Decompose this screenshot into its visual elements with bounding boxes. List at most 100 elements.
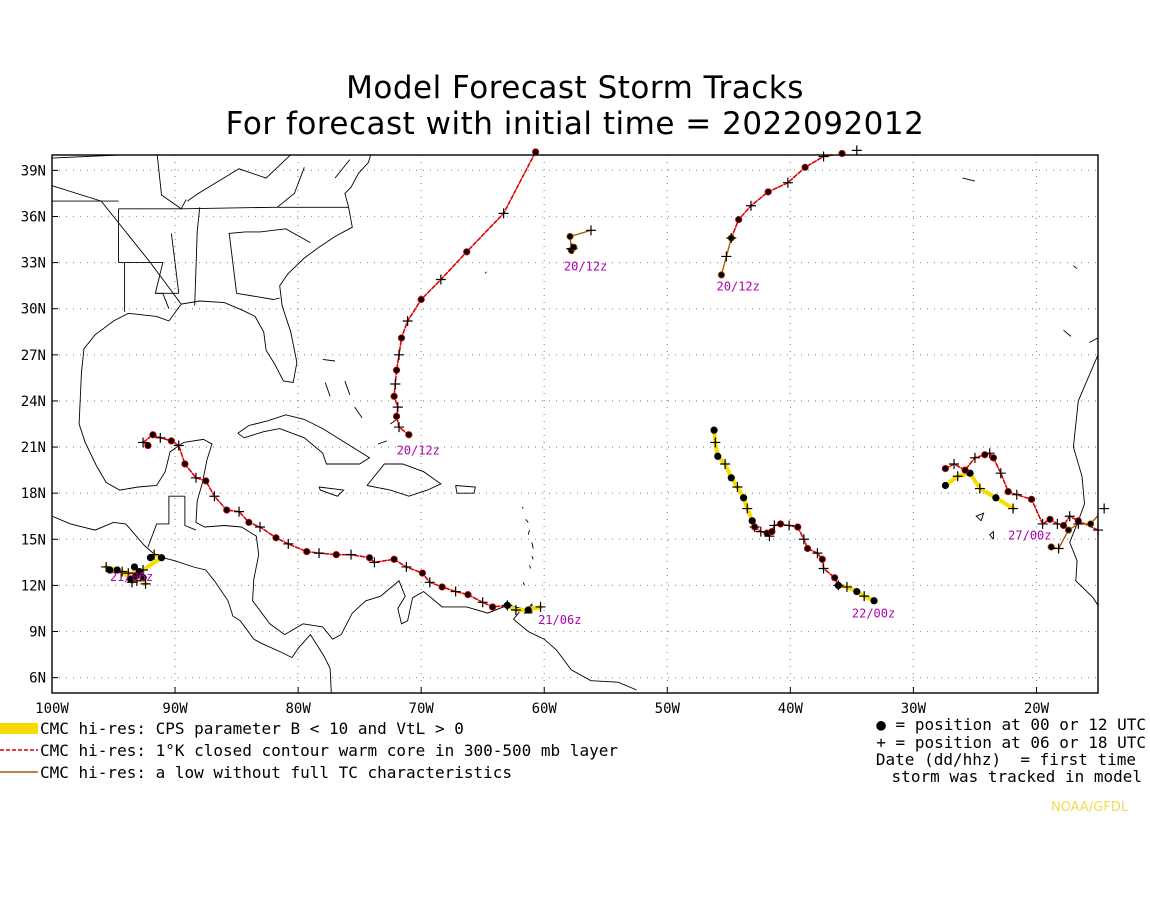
position-cross bbox=[818, 563, 829, 574]
track-start-label: 20/12z bbox=[397, 444, 440, 458]
track-markers bbox=[101, 145, 1110, 615]
position-cross bbox=[1011, 489, 1022, 500]
position-cross bbox=[742, 503, 753, 514]
position-dot bbox=[392, 366, 401, 374]
position-cross bbox=[1053, 543, 1064, 554]
position-dot bbox=[1027, 495, 1036, 503]
coastline bbox=[322, 358, 336, 362]
key-line-date: Date (dd/hhz) = first time bbox=[875, 750, 1136, 769]
lat-tick-label: 30N bbox=[21, 302, 46, 318]
position-cross bbox=[851, 145, 862, 156]
coastline bbox=[187, 155, 360, 202]
lon-tick-label: 90W bbox=[162, 701, 188, 717]
map-axes: 100W 90W 80W 70W 60W 50W 40W 30W 20W 39N 36N 33N 30N… bbox=[21, 163, 1050, 717]
position-dot bbox=[870, 597, 878, 605]
lon-tick-label: 20W bbox=[1024, 701, 1050, 717]
coastline bbox=[455, 485, 476, 494]
coastline bbox=[531, 542, 534, 549]
track-line-cps bbox=[712, 428, 757, 529]
position-cross bbox=[949, 458, 960, 469]
coastline bbox=[354, 406, 363, 419]
position-dot bbox=[1064, 526, 1073, 534]
legend-entry-cps: CMC hi-res: CPS parameter B < 10 and VtL… bbox=[40, 719, 464, 738]
coastline bbox=[52, 155, 372, 384]
coastline bbox=[180, 199, 187, 210]
chart-title: Model Forecast Storm Tracks For forecast… bbox=[0, 70, 1150, 142]
position-dot bbox=[794, 523, 802, 531]
title-line-1: Model Forecast Storm Tracks bbox=[346, 70, 804, 106]
position-dot bbox=[768, 527, 776, 536]
position-dot bbox=[853, 587, 861, 596]
coastline bbox=[527, 529, 530, 535]
coastline bbox=[318, 486, 345, 497]
position-dot bbox=[989, 454, 998, 462]
position-dot bbox=[405, 431, 413, 439]
position-dot bbox=[503, 601, 511, 609]
position-dot bbox=[392, 412, 401, 420]
track-shadow bbox=[731, 155, 835, 239]
position-cross bbox=[450, 586, 461, 597]
position-dot bbox=[764, 188, 772, 196]
coastline bbox=[377, 440, 387, 445]
position-cross bbox=[173, 440, 184, 451]
position-cross bbox=[394, 422, 405, 433]
coastline bbox=[78, 303, 637, 691]
position-dot bbox=[831, 574, 839, 582]
position-cross bbox=[209, 491, 220, 502]
position-cross bbox=[952, 471, 963, 482]
position-dot bbox=[941, 481, 950, 490]
position-cross bbox=[424, 577, 435, 588]
position-cross bbox=[135, 571, 146, 582]
position-cross bbox=[784, 520, 795, 531]
coastline bbox=[155, 292, 170, 309]
position-cross bbox=[969, 452, 980, 463]
track-line-cps bbox=[505, 603, 543, 612]
coastline bbox=[484, 271, 487, 274]
legend-swatch-cps bbox=[0, 723, 38, 734]
position-dot bbox=[801, 163, 809, 171]
position-dot bbox=[727, 474, 735, 482]
lon-tick-label: 50W bbox=[655, 701, 681, 717]
coastline bbox=[118, 262, 179, 294]
lat-tick-label: 18N bbox=[21, 486, 46, 502]
position-dot bbox=[1047, 543, 1055, 551]
position-dot bbox=[803, 544, 812, 553]
lon-tick-label: 60W bbox=[532, 701, 558, 717]
position-cross bbox=[1073, 518, 1084, 529]
position-cross bbox=[369, 557, 380, 568]
coastline bbox=[989, 530, 994, 540]
position-cross bbox=[566, 243, 577, 254]
lat-tick-label: 6N bbox=[29, 671, 46, 687]
position-cross bbox=[117, 566, 128, 577]
position-cross bbox=[721, 251, 732, 262]
position-dot bbox=[438, 583, 446, 591]
coastline bbox=[525, 519, 529, 523]
coastline bbox=[52, 515, 332, 693]
position-cross bbox=[498, 208, 509, 219]
position-cross bbox=[974, 483, 985, 494]
position-dot bbox=[1059, 521, 1068, 530]
coastline bbox=[170, 233, 180, 294]
position-cross bbox=[720, 458, 731, 469]
position-cross bbox=[535, 601, 546, 612]
track-start-label: 21/06z bbox=[110, 570, 153, 584]
position-dot bbox=[717, 271, 726, 279]
lon-tick-label: 40W bbox=[778, 701, 804, 717]
coastline bbox=[975, 512, 985, 522]
lat-tick-label: 9N bbox=[29, 625, 46, 641]
position-dot bbox=[390, 555, 398, 563]
position-dot bbox=[146, 554, 155, 562]
position-dot bbox=[130, 563, 139, 571]
position-cross bbox=[392, 402, 403, 413]
position-dot bbox=[397, 334, 406, 342]
position-dot bbox=[488, 603, 497, 611]
position-dot bbox=[532, 148, 540, 156]
position-dot bbox=[566, 232, 574, 241]
position-cross bbox=[732, 482, 743, 493]
position-dot bbox=[303, 547, 311, 556]
position-dot bbox=[365, 554, 374, 562]
lon-tick-label: 70W bbox=[409, 701, 435, 717]
position-dot bbox=[776, 520, 785, 528]
position-dot bbox=[1087, 520, 1095, 528]
position-dot bbox=[735, 215, 743, 224]
